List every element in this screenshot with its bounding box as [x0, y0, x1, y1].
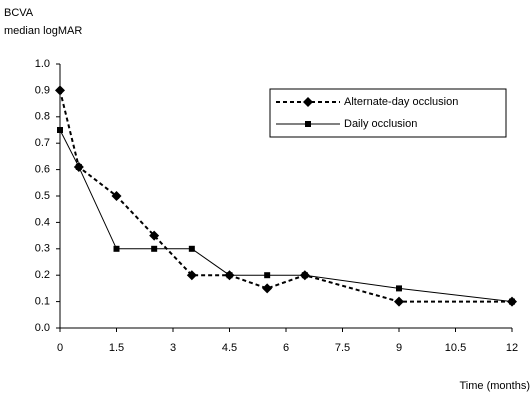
- y-tick-label: 1.0: [35, 58, 50, 70]
- marker: [226, 272, 233, 279]
- marker: [149, 230, 160, 241]
- legend-box: [269, 88, 507, 138]
- marker: [394, 296, 404, 307]
- marker: [186, 270, 197, 281]
- y-axis-label: median logMAR: [4, 25, 82, 37]
- legend-label: Daily occlusion: [344, 118, 417, 130]
- y-tick-label: 0.2: [35, 269, 50, 281]
- x-tick-label: 7.5: [335, 342, 350, 354]
- marker: [396, 285, 402, 292]
- x-tick-label: 9: [396, 342, 402, 354]
- marker: [75, 163, 82, 170]
- x-tick-label: 1.5: [109, 342, 124, 354]
- x-tick-label: 12: [506, 342, 518, 354]
- y-tick-label: 0.9: [35, 84, 50, 96]
- y-axis-label: BCVA: [4, 7, 34, 19]
- x-axis-label: Time (months): [460, 380, 531, 392]
- x-tick-label: 3: [170, 342, 176, 354]
- marker: [301, 272, 308, 279]
- series-line: [59, 90, 512, 303]
- marker: [151, 245, 158, 252]
- marker: [111, 191, 122, 201]
- marker: [305, 121, 311, 127]
- marker: [509, 298, 515, 305]
- y-tick-label: 0.4: [35, 216, 50, 228]
- marker: [264, 272, 271, 279]
- x-tick-label: 4.5: [222, 342, 237, 354]
- y-tick-label: 0.5: [35, 190, 50, 202]
- marker: [188, 245, 195, 252]
- y-tick-label: 0.3: [35, 243, 50, 255]
- x-tick-label: 0: [57, 342, 63, 354]
- marker: [113, 245, 120, 252]
- marker: [55, 85, 65, 96]
- y-tick-label: 0.7: [35, 137, 50, 149]
- x-tick-label: 10.5: [445, 342, 466, 354]
- y-tick-label: 0.8: [35, 111, 50, 123]
- legend-label: Alternate-day occlusion: [344, 96, 458, 108]
- marker: [303, 97, 313, 107]
- y-tick-label: 0.1: [35, 296, 50, 308]
- marker: [262, 283, 273, 294]
- x-tick-label: 6: [283, 342, 289, 354]
- y-tick-label: 0.6: [35, 164, 50, 176]
- y-tick-label: 0.0: [35, 322, 50, 334]
- series-line: [59, 129, 513, 303]
- marker: [57, 127, 63, 133]
